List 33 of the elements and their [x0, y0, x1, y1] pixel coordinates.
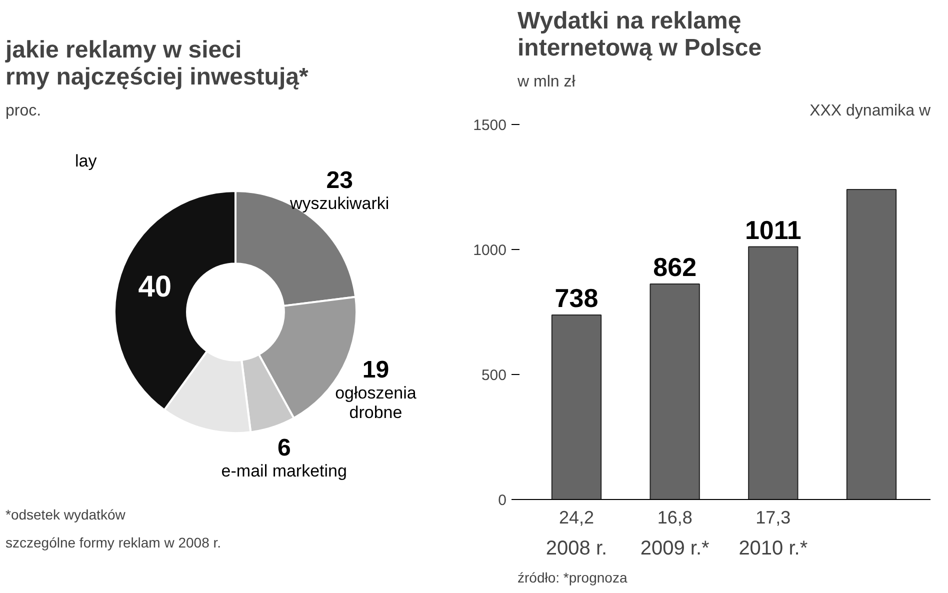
data-label: 6 — [277, 434, 291, 462]
bar — [551, 314, 602, 500]
y-tick-label: 500 — [481, 367, 507, 384]
slice-label: ogłoszenia drobne — [335, 384, 417, 422]
x-tick-label: 2008 r. — [546, 538, 608, 560]
text: 24,2 — [558, 508, 594, 528]
slice-label: lay — [74, 151, 98, 170]
text: źródło: *prognoza — [518, 570, 628, 586]
text: szczególne formy reklam w 2008 r. — [6, 534, 222, 550]
data-label: 1011 — [744, 214, 802, 245]
data-label: 23 — [326, 167, 353, 194]
y-tick-label: 0 — [498, 492, 506, 509]
chart-subtitle: proc. — [6, 102, 42, 120]
legend-title: XXX dynamika w — [810, 102, 931, 120]
data-label: 19 — [362, 356, 390, 384]
slice-label: e-mail marketing — [221, 462, 347, 481]
data-label: 40 — [138, 270, 172, 304]
bar — [748, 246, 798, 500]
data-label: 738 — [554, 283, 598, 313]
x-tick-label: 2010 r.* — [738, 538, 808, 560]
bar — [650, 284, 700, 500]
y-tick-label: 1000 — [473, 242, 507, 259]
data-label: 862 — [653, 252, 697, 282]
bar — [846, 189, 897, 500]
chart-title: jakie reklamy w sieci rmy najczęściej inwestują* — [4, 36, 309, 90]
text: 16,8 — [657, 508, 692, 528]
chart-title: Wydatki na reklamę internetową w Polsce — [518, 8, 762, 62]
slice-label: wyszukiwarki — [288, 194, 390, 214]
chart-subtitle: w mln zł — [516, 74, 576, 90]
y-tick-label: 1500 — [473, 117, 507, 134]
text: *odsetek wydatków — [6, 506, 126, 522]
x-tick-label: 2009 r.* — [640, 538, 710, 560]
text: 17,3 — [756, 508, 791, 528]
